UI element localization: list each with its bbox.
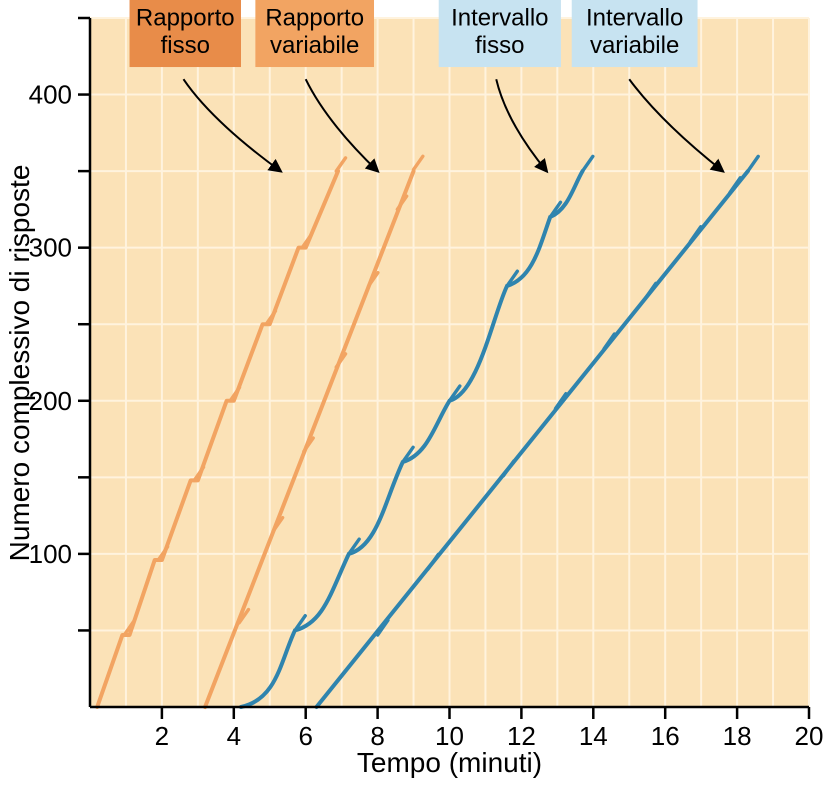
x-tick-label: 20 — [795, 721, 824, 751]
legend-label-fr: fisso — [161, 32, 210, 59]
x-tick-label: 2 — [155, 721, 169, 751]
x-tick-label: 4 — [227, 721, 241, 751]
x-tick-label: 18 — [723, 721, 752, 751]
x-axis-label: Tempo (minuti) — [357, 747, 542, 779]
legend-label-vr: Rapporto — [265, 5, 364, 32]
x-tick-label: 16 — [651, 721, 680, 751]
chart-svg: 2468101214161820100200300400Rapportofiss… — [0, 0, 827, 785]
legend-label-fi: Intervallo — [451, 5, 548, 32]
x-tick-label: 14 — [579, 721, 608, 751]
legend-label-vi: variabile — [590, 32, 679, 59]
legend-label-vi: Intervallo — [586, 5, 683, 32]
y-axis-label: Numero complessivo di risposte — [4, 164, 36, 561]
legend-label-fr: Rapporto — [136, 5, 235, 32]
chart-container: Numero complessivo di risposte Tempo (mi… — [0, 0, 827, 785]
x-tick-label: 6 — [298, 721, 312, 751]
y-tick-label: 400 — [29, 80, 72, 110]
legend-label-fi: fisso — [475, 32, 524, 59]
legend-label-vr: variabile — [270, 32, 359, 59]
